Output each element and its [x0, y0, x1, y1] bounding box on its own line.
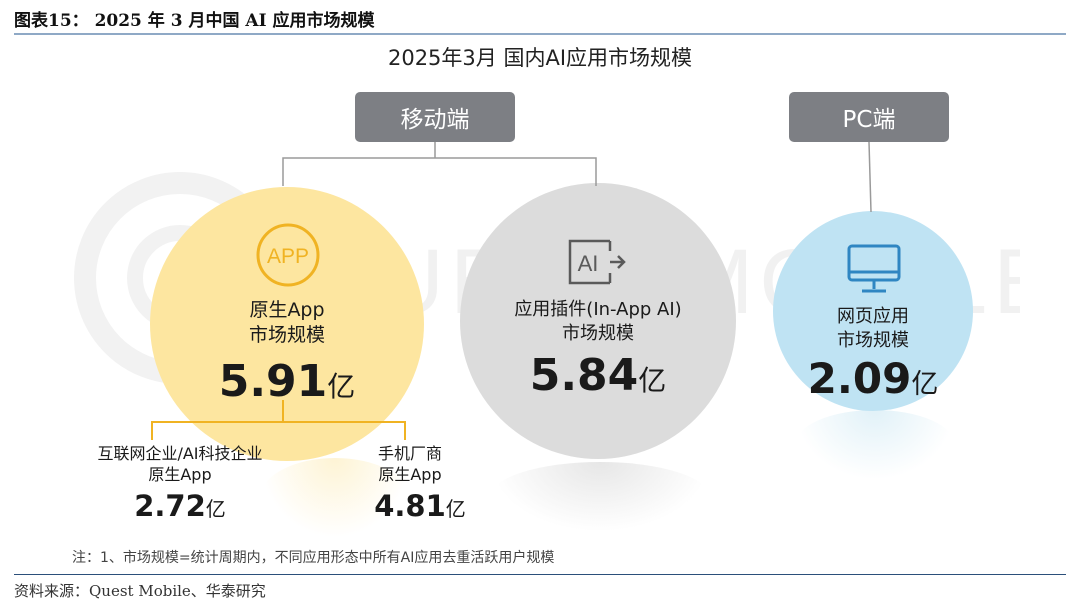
web-app-label-line2: 市场规模 — [837, 330, 909, 351]
plugin-label-line2: 市场规模 — [562, 323, 634, 344]
internet-ai-native-label: 互联网企业/AI科技企业 原生App — [70, 443, 290, 485]
monitor-icon — [847, 244, 901, 293]
web-app-label-line1: 网页应用 — [837, 306, 909, 327]
app-icon-text: APP — [267, 245, 309, 268]
native-app-number: 5.91 — [218, 356, 328, 407]
plugin-label: 应用插件(In-App AI) 市场规模 — [478, 298, 718, 346]
plugin-label-line1: 应用插件(In-App AI) — [514, 299, 682, 320]
phone-maker-native-unit: 亿 — [445, 497, 466, 521]
internet-ai-native-value: 2.72亿 — [100, 489, 260, 523]
internet-ai-native-number: 2.72 — [134, 489, 206, 523]
app-icon: APP — [256, 223, 320, 287]
native-app-label: 原生App 市场规模 — [187, 298, 387, 348]
mobile-connector — [282, 142, 597, 186]
native-circle-reflection — [260, 458, 410, 538]
native-bracket — [151, 400, 406, 440]
phone-maker-native-number: 4.81 — [374, 489, 446, 523]
web-circle-reflection — [795, 410, 955, 480]
internet-ai-native-label-line1: 互联网企业/AI科技企业 — [97, 444, 263, 463]
web-app-circle — [773, 211, 973, 411]
phone-maker-native-label-line2: 原生App — [378, 465, 442, 484]
internet-ai-native-label-line2: 原生App — [148, 465, 212, 484]
footnote: 注：1、市场规模=统计周期内，不同应用形态中所有AI应用去重活跃用户规模 — [72, 550, 555, 566]
pc-connector — [868, 141, 872, 213]
bottom-rule — [14, 574, 1066, 575]
ai-icon-text: AI — [578, 251, 599, 276]
figure-title: 图表15： 2025 年 3 月中国 AI 应用市场规模 — [14, 11, 375, 31]
ai-plugin-icon: AI — [568, 239, 626, 285]
panel-title: 2025年3月 国内AI应用市场规模 — [387, 46, 693, 70]
native-app-circle — [150, 187, 424, 461]
plugin-unit: 亿 — [638, 364, 667, 397]
web-app-label: 网页应用 市场规模 — [803, 305, 943, 353]
plugin-value: 5.84亿 — [478, 350, 718, 401]
web-app-value: 2.09亿 — [773, 354, 973, 403]
mobile-segment-box: 移动端 — [355, 92, 515, 142]
top-rule — [14, 33, 1066, 35]
web-app-unit: 亿 — [911, 369, 939, 400]
phone-maker-native-label-line1: 手机厂商 — [377, 444, 442, 463]
native-app-label-line1: 原生App — [249, 299, 325, 321]
plugin-circle-reflection — [490, 462, 710, 532]
web-app-number: 2.09 — [807, 354, 912, 403]
phone-maker-native-label: 手机厂商 原生App — [340, 443, 480, 485]
internet-ai-native-unit: 亿 — [205, 497, 226, 521]
source-text: 资料来源：Quest Mobile、华泰研究 — [14, 582, 266, 600]
phone-maker-native-value: 4.81亿 — [340, 489, 500, 523]
plugin-circle — [460, 183, 736, 459]
native-app-label-line2: 市场规模 — [248, 324, 325, 346]
native-app-value: 5.91亿 — [187, 356, 387, 407]
pc-segment-box: PC端 — [789, 92, 949, 142]
plugin-number: 5.84 — [529, 350, 639, 401]
native-app-unit: 亿 — [327, 370, 356, 403]
